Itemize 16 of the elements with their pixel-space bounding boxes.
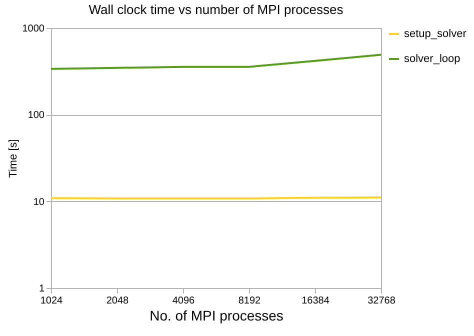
x-tick-label: 2048 <box>106 296 130 306</box>
legend-label: solver_loop <box>404 53 460 65</box>
x-tick-label: 1024 <box>40 296 64 306</box>
x-tick-label: 4096 <box>172 296 196 306</box>
y-tick-label: 100 <box>28 110 45 122</box>
x-axis-title: No. of MPI processes <box>150 308 284 324</box>
y-tick-label: 10 <box>33 196 45 208</box>
x-tick-label: 8192 <box>238 296 262 306</box>
chart-title: Wall clock time vs number of MPI processes <box>88 2 344 17</box>
legend-label: setup_solver <box>404 28 467 40</box>
line-series <box>50 54 382 70</box>
x-tick-label: 32768 <box>368 296 396 306</box>
y-tick-label: 1000 <box>22 24 45 34</box>
y-tick-label: 1 <box>38 284 45 294</box>
y-axis-title: Time [s] <box>7 139 20 178</box>
x-tick-label: 16384 <box>302 296 330 306</box>
